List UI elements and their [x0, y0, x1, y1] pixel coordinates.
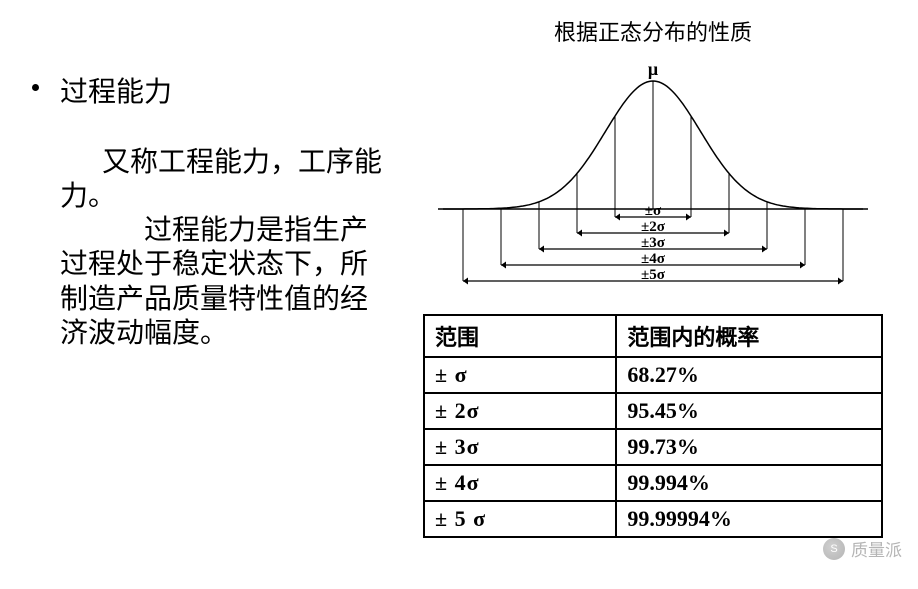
table-cell-range: ± 5 σ [424, 501, 616, 537]
table-cell-prob: 99.994% [616, 465, 882, 501]
section-heading: 过程能力 [50, 70, 383, 110]
table-row: ± σ68.27% [424, 357, 882, 393]
normal-distribution-diagram: ±σ±2σ±3σ±4σ±5σμ [423, 49, 883, 304]
table-row: ± 4σ99.994% [424, 465, 882, 501]
watermark-icon: S [823, 538, 845, 560]
probability-table: 范围 范围内的概率 ± σ68.27%± 2σ95.45%± 3σ99.73%±… [423, 314, 883, 538]
table-cell-range: ± 2σ [424, 393, 616, 429]
svg-text:μ: μ [648, 59, 658, 79]
table-row: ± 5 σ99.99994% [424, 501, 882, 537]
table-row: ± 2σ95.45% [424, 393, 882, 429]
svg-text:±5σ: ±5σ [641, 267, 666, 283]
svg-text:±3σ: ±3σ [641, 235, 666, 251]
table-cell-prob: 99.99994% [616, 501, 882, 537]
heading-text: 过程能力 [60, 77, 172, 108]
diagram-title: 根据正态分布的性质 [423, 15, 883, 47]
bullet-icon [32, 84, 39, 91]
svg-text:±4σ: ±4σ [641, 251, 666, 267]
watermark: S 质量派 [823, 536, 902, 561]
table-row: ± 3σ99.73% [424, 429, 882, 465]
table-cell-prob: 95.45% [616, 393, 882, 429]
table-header-prob: 范围内的概率 [616, 315, 882, 357]
table-cell-prob: 99.73% [616, 429, 882, 465]
table-header-row: 范围 范围内的概率 [424, 315, 882, 357]
table-cell-prob: 68.27% [616, 357, 882, 393]
svg-text:±2σ: ±2σ [641, 219, 666, 235]
table-cell-range: ± σ [424, 357, 616, 393]
watermark-text: 质量派 [851, 536, 902, 561]
bell-curve-svg: ±σ±2σ±3σ±4σ±5σμ [423, 49, 883, 304]
body-line-2: 过程能力是指生产过程处于稳定状态下，所制造产品质量特性值的经济波动幅度。 [60, 215, 368, 348]
table-header-range: 范围 [424, 315, 616, 357]
table-cell-range: ± 3σ [424, 429, 616, 465]
table-cell-range: ± 4σ [424, 465, 616, 501]
body-line-1: 又称工程能力，工序能力。 [60, 147, 382, 212]
body-paragraph: 又称工程能力，工序能力。 过程能力是指生产过程处于稳定状态下，所制造产品质量特性… [50, 146, 383, 351]
